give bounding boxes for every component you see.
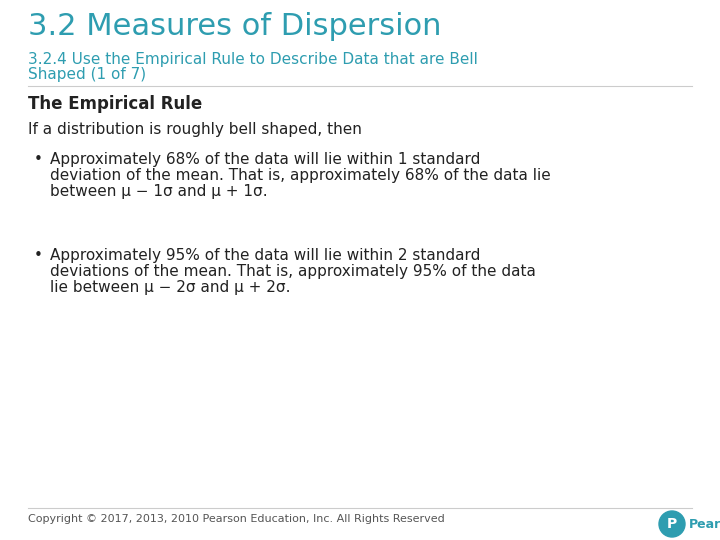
- Text: •: •: [34, 248, 43, 263]
- Text: P: P: [667, 517, 677, 531]
- Text: Pearson: Pearson: [689, 517, 720, 530]
- Text: •: •: [34, 152, 43, 167]
- Text: Approximately 68% of the data will lie within 1 standard: Approximately 68% of the data will lie w…: [50, 152, 480, 167]
- Text: The Empirical Rule: The Empirical Rule: [28, 95, 202, 113]
- Text: between μ − 1σ and μ + 1σ.: between μ − 1σ and μ + 1σ.: [50, 184, 268, 199]
- Text: 3.2.4 Use the Empirical Rule to Describe Data that are Bell: 3.2.4 Use the Empirical Rule to Describe…: [28, 52, 478, 67]
- Text: Approximately 95% of the data will lie within 2 standard: Approximately 95% of the data will lie w…: [50, 248, 480, 263]
- Text: lie between μ − 2σ and μ + 2σ.: lie between μ − 2σ and μ + 2σ.: [50, 280, 290, 295]
- Text: 3.2 Measures of Dispersion: 3.2 Measures of Dispersion: [28, 12, 441, 41]
- Text: deviation of the mean. That is, approximately 68% of the data lie: deviation of the mean. That is, approxim…: [50, 168, 551, 183]
- Text: deviations of the mean. That is, approximately 95% of the data: deviations of the mean. That is, approxi…: [50, 264, 536, 279]
- Text: If a distribution is roughly bell shaped, then: If a distribution is roughly bell shaped…: [28, 122, 362, 137]
- Text: Shaped (1 of 7): Shaped (1 of 7): [28, 67, 146, 82]
- Text: Copyright © 2017, 2013, 2010 Pearson Education, Inc. All Rights Reserved: Copyright © 2017, 2013, 2010 Pearson Edu…: [28, 514, 445, 524]
- Circle shape: [659, 511, 685, 537]
